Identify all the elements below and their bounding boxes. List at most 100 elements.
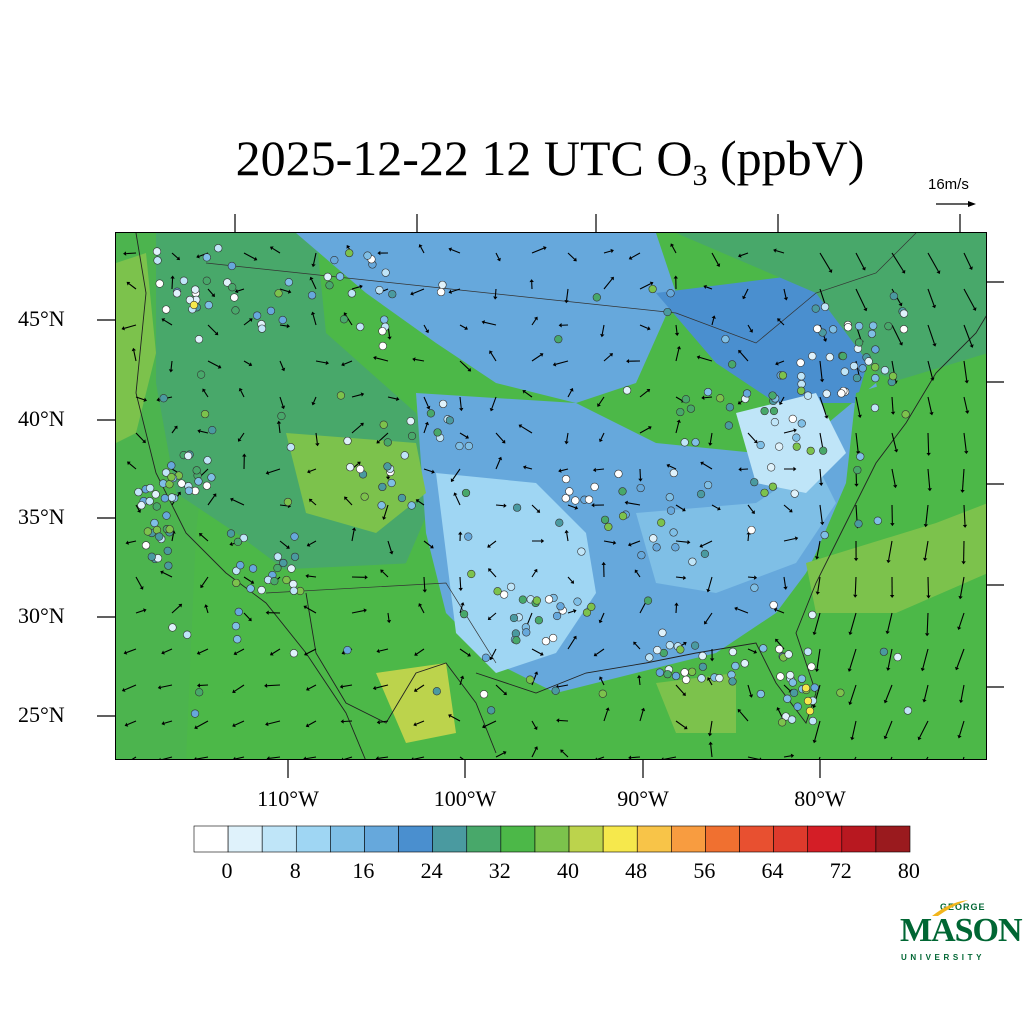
wind-arrow: [387, 540, 392, 552]
wind-arrow-head: [340, 719, 344, 724]
wind-arrow: [459, 604, 463, 614]
wind-arrow: [559, 719, 569, 722]
station-dot: [383, 438, 392, 447]
wind-arrow: [491, 648, 497, 658]
wind-arrow-head: [965, 410, 970, 414]
station-dot: [724, 421, 733, 430]
wind-arrow-head: [634, 569, 639, 574]
colorbar-label: 32: [488, 858, 511, 883]
wind-arrow-head: [964, 450, 969, 455]
wind-arrow-head: [424, 421, 429, 426]
wind-arrow-head: [238, 387, 243, 392]
station-dot: [194, 477, 203, 486]
station-dot: [257, 586, 266, 595]
station-dot: [400, 451, 409, 460]
wind-arrow-head: [533, 746, 538, 750]
wind-arrow-head: [429, 544, 434, 549]
station-dot: [725, 403, 735, 412]
wind-arrow-head: [198, 533, 203, 537]
wind-arrow: [555, 360, 569, 365]
wind-arrow-head: [716, 263, 721, 267]
northeast-mid: [676, 233, 986, 393]
logo-line-george: GEORGE: [940, 902, 986, 912]
mexico-high-zone: [376, 663, 456, 743]
station-dot: [360, 492, 369, 501]
wind-arrow: [484, 321, 497, 326]
station-dot: [855, 338, 864, 347]
wind-arrow-head: [143, 397, 147, 402]
wind-arrow-head: [425, 329, 429, 334]
station-dot: [192, 466, 201, 475]
station-dot: [378, 327, 387, 336]
station-dot: [378, 341, 387, 351]
wind-arrow: [927, 360, 933, 379]
station-dot: [870, 403, 880, 412]
colorbar-swatch: [227, 825, 263, 853]
station-dot: [282, 575, 291, 585]
logo-line-mason: MASON: [900, 912, 1023, 949]
wind-arrow: [747, 684, 752, 696]
station-dot: [343, 645, 352, 655]
wind-arrow-head: [161, 318, 166, 323]
wind-arrow-head: [356, 461, 361, 466]
wind-arrow-head: [212, 493, 217, 498]
station-dot: [507, 582, 516, 591]
wind-arrow: [207, 288, 214, 296]
station-dot: [143, 527, 152, 536]
station-dot: [808, 352, 817, 361]
station-dot: [509, 613, 519, 623]
wind-arrow: [675, 348, 680, 362]
wind-arrow-head: [853, 594, 858, 598]
logo-line-university: UNIVERSITY: [901, 953, 986, 962]
station-dot: [330, 256, 339, 265]
station-dot: [163, 546, 172, 556]
plot-title: 2025-12-22 12 UTC O3 (ppbV): [235, 130, 865, 192]
wind-arrow-head: [305, 573, 309, 579]
wind-arrow: [675, 396, 683, 402]
logo-swoosh-icon: [932, 900, 968, 916]
wind-arrow-head: [922, 557, 928, 562]
wind-arrow-head: [599, 676, 603, 681]
wind-arrow: [309, 540, 317, 546]
wind-arrow-head: [961, 561, 966, 565]
wind-arrow-head: [591, 503, 595, 508]
wind-arrow: [567, 637, 576, 650]
station-dot: [698, 662, 707, 671]
wind-arrow-head: [426, 405, 431, 410]
station-dot: [740, 659, 749, 668]
wind-arrow: [239, 432, 245, 440]
wind-arrow: [379, 648, 389, 652]
wind-arrow-head: [229, 541, 233, 547]
station-dot: [884, 322, 893, 331]
wind-arrow-head: [418, 244, 423, 248]
station-dot: [459, 610, 469, 619]
station-dot: [236, 561, 245, 570]
wind-arrow-head: [898, 302, 903, 307]
wind-arrow-head: [751, 510, 755, 515]
wind-arrow-head: [893, 449, 899, 453]
station-dot: [853, 465, 862, 475]
wind-arrow-head: [522, 390, 527, 394]
wind-arrow-head: [609, 353, 613, 357]
wind-arrow-head: [232, 723, 236, 728]
wind-arrow: [234, 720, 245, 726]
station-dot: [797, 419, 806, 428]
station-dot: [436, 287, 446, 297]
wind-arrow: [709, 720, 713, 734]
colorbar-swatch: [807, 825, 843, 853]
station-dot: [788, 414, 797, 424]
wind-arrow: [279, 396, 284, 407]
wind-arrow: [308, 684, 317, 690]
wind-arrow-head: [503, 503, 507, 508]
station-dot: [160, 494, 170, 503]
station-dot: [573, 597, 582, 606]
wind-arrow-head: [828, 269, 833, 273]
wind-arrow: [207, 324, 217, 334]
station-dot: [445, 416, 454, 425]
station-dot: [500, 590, 509, 599]
wind-arrow-head: [931, 304, 937, 309]
station-dot: [549, 633, 558, 643]
wind-arrow: [267, 684, 281, 687]
wind-arrow: [489, 570, 497, 578]
station-dot: [551, 686, 560, 695]
